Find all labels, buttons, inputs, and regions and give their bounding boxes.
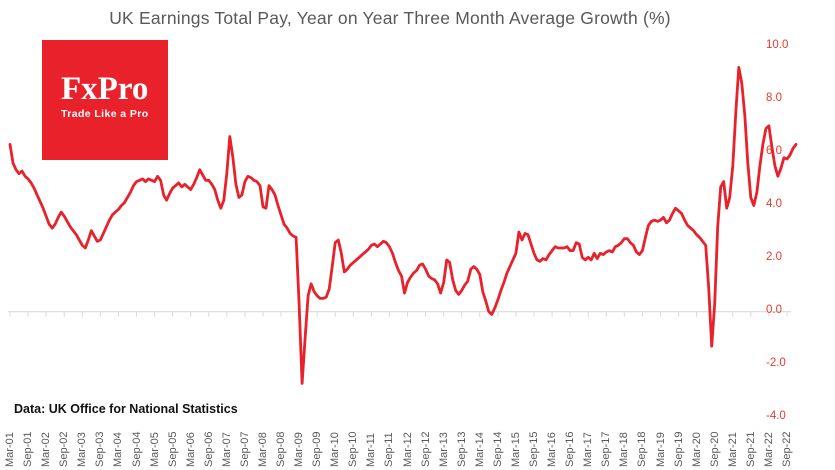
x-axis-label: Mar-19 <box>654 432 667 467</box>
x-axis-label: Mar-08 <box>257 432 269 467</box>
x-axis-label: Sep-19 <box>672 431 685 467</box>
x-axis-label: Mar-10 <box>329 432 342 467</box>
x-axis-label: Mar-09 <box>293 432 306 467</box>
x-axis-label: Mar-15 <box>509 432 522 467</box>
x-axis-label: Mar-04 <box>112 432 125 467</box>
y-axis-label: 0.0 <box>766 304 782 317</box>
x-axis-label: Sep-13 <box>455 431 468 467</box>
x-axis-label: Sep-01 <box>22 431 35 467</box>
x-axis-label: Sep-12 <box>419 431 432 467</box>
x-axis-label: Mar-12 <box>401 432 414 467</box>
y-axis-label: 6.0 <box>766 144 782 157</box>
x-axis-label: Mar-18 <box>618 432 631 467</box>
x-axis-label: Mar-17 <box>582 432 595 467</box>
fxpro-logo: FxPro Trade Like a Pro <box>42 40 168 160</box>
x-axis-label: Mar-11 <box>365 432 378 467</box>
x-axis-label: Sep-20 <box>708 431 721 467</box>
x-axis-label: Sep-18 <box>636 431 649 467</box>
x-axis-label: Mar-13 <box>437 432 450 467</box>
x-axis-label: Sep-09 <box>311 431 324 467</box>
x-axis-label: Sep-16 <box>564 431 577 467</box>
x-axis-label: Sep-07 <box>238 431 251 467</box>
earnings-line-series <box>8 66 798 385</box>
y-axis-label: 4.0 <box>766 198 782 210</box>
x-axis-label: Mar-03 <box>76 432 89 467</box>
y-axis-label: -4.0 <box>766 410 786 423</box>
source-note: Data: UK Office for National Statistics <box>14 402 238 416</box>
x-axis-label: Sep-06 <box>202 431 215 467</box>
y-axis-label: 10.0 <box>766 38 789 51</box>
x-axis-label: Mar-20 <box>690 432 703 467</box>
chart-title: UK Earnings Total Pay, Year on Year Thre… <box>109 8 671 28</box>
x-axis-label: Mar-22 <box>762 432 775 467</box>
x-axis-label: Mar-01 <box>4 432 16 467</box>
x-axis-label: Sep-08 <box>275 431 287 467</box>
x-axis-label: Sep-17 <box>600 431 613 467</box>
x-axis-label: Sep-21 <box>744 431 757 467</box>
y-axis-label: -2.0 <box>766 357 786 370</box>
x-axis-label: Mar-21 <box>726 432 739 467</box>
x-axis-label: Mar-16 <box>546 432 559 467</box>
fxpro-logo-text: FxPro <box>61 71 149 107</box>
x-axis-label: Sep-05 <box>166 431 179 467</box>
x-axis-label: Sep-15 <box>528 431 540 467</box>
fxpro-logo-tagline: Trade Like a Pro <box>61 108 149 120</box>
x-axis-label: Sep-14 <box>491 431 504 467</box>
x-axis-label: Mar-02 <box>40 432 53 467</box>
x-axis-label: Mar-06 <box>184 432 197 467</box>
x-axis-label: Sep-03 <box>94 431 107 467</box>
fxpro-logo-inner: FxPro Trade Like a Pro <box>42 40 168 121</box>
x-axis-ticks <box>9 311 788 317</box>
x-axis-label: Sep-11 <box>383 432 396 467</box>
x-axis-label: Mar-05 <box>148 432 161 467</box>
x-axis-label: Sep-22 <box>781 431 793 467</box>
x-axis-label: Mar-14 <box>473 432 486 467</box>
x-axis-label: Sep-04 <box>130 431 143 467</box>
y-axis-label: 2.0 <box>766 251 782 264</box>
x-axis-label: Sep-10 <box>347 431 360 467</box>
x-axis-label: Mar-07 <box>220 432 233 467</box>
y-axis-label: 8.0 <box>766 91 782 104</box>
x-axis-label: Sep-02 <box>58 431 71 467</box>
